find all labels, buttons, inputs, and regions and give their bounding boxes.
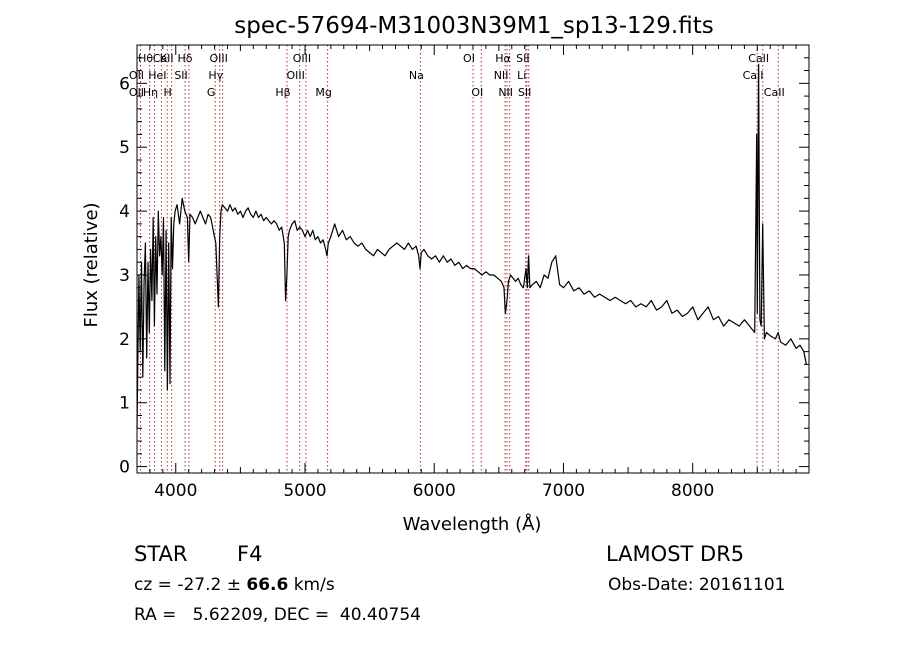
object-subclass: F4 — [237, 542, 263, 566]
y-axis-ticks: 0 1 2 3 4 5 6 — [119, 57, 809, 478]
line-label: CaII — [743, 69, 764, 82]
y-tick-label: 3 — [119, 266, 130, 286]
line-label: OII — [129, 86, 144, 99]
line-label: CaII — [764, 86, 785, 99]
line-label: Hη — [143, 86, 158, 99]
line-label: NII — [494, 69, 509, 82]
x-tick-label: 4000 — [154, 481, 197, 501]
spectrum-line — [136, 63, 807, 429]
y-tick-label: 2 — [119, 330, 130, 350]
x-tick-label: 8000 — [671, 481, 714, 501]
line-label: SII — [516, 52, 529, 65]
y-tick-label: 6 — [119, 74, 130, 94]
line-label: SII — [174, 69, 187, 82]
line-label: Na — [409, 69, 424, 82]
line-label: G — [207, 86, 216, 99]
object-class: STAR — [134, 542, 188, 566]
line-label: Hγ — [208, 69, 223, 82]
line-label: CaII — [748, 52, 769, 65]
line-label: OIII — [209, 52, 227, 65]
y-tick-label: 1 — [119, 394, 130, 414]
line-label: H — [163, 86, 171, 99]
line-label: Hβ — [275, 86, 290, 99]
y-tick-label: 0 — [119, 458, 130, 478]
line-label: K — [160, 52, 168, 65]
line-label: OI — [463, 52, 475, 65]
line-label: OIII — [293, 52, 311, 65]
x-axis-label: Wavelength (Å) — [403, 513, 542, 535]
line-label: OI — [471, 86, 483, 99]
x-axis-ticks: 4000 5000 6000 7000 8000 — [136, 45, 810, 501]
y-tick-label: 5 — [119, 138, 130, 158]
line-label: OIII — [287, 69, 305, 82]
x-tick-label: 5000 — [283, 481, 326, 501]
line-label: CaII — [153, 52, 174, 65]
coordinates: RA = 5.62209, DEC = 40.40754 — [134, 605, 421, 625]
line-label: Hδ — [177, 52, 192, 65]
y-axis-label: Flux (relative) — [81, 202, 102, 327]
y-tick-label: 4 — [119, 202, 130, 222]
line-label: Li — [517, 69, 526, 82]
line-label: Hθ — [138, 52, 153, 65]
redshift-line: cz = -27.2 ± 66.6 km/s — [134, 575, 335, 595]
line-label: NII — [498, 86, 513, 99]
spectral-line-markers — [139, 45, 779, 473]
cz-error: 66.6 — [246, 575, 289, 595]
x-tick-label: 7000 — [542, 481, 585, 501]
observation-date: Obs-Date: 20161101 — [608, 575, 786, 595]
line-label: HeI — [148, 69, 166, 82]
line-label: SII — [518, 86, 531, 99]
cz-unit: km/s — [288, 575, 335, 595]
cz-prefix: cz = -27.2 ± — [134, 575, 247, 595]
chart-title: spec-57694-M31003N39M1_sp13-129.fits — [234, 13, 713, 39]
line-label: OII — [129, 69, 144, 82]
line-label: Hα — [495, 52, 511, 65]
line-label: Mg — [315, 86, 331, 99]
survey-name: LAMOST DR5 — [606, 542, 745, 566]
x-tick-label: 6000 — [413, 481, 456, 501]
